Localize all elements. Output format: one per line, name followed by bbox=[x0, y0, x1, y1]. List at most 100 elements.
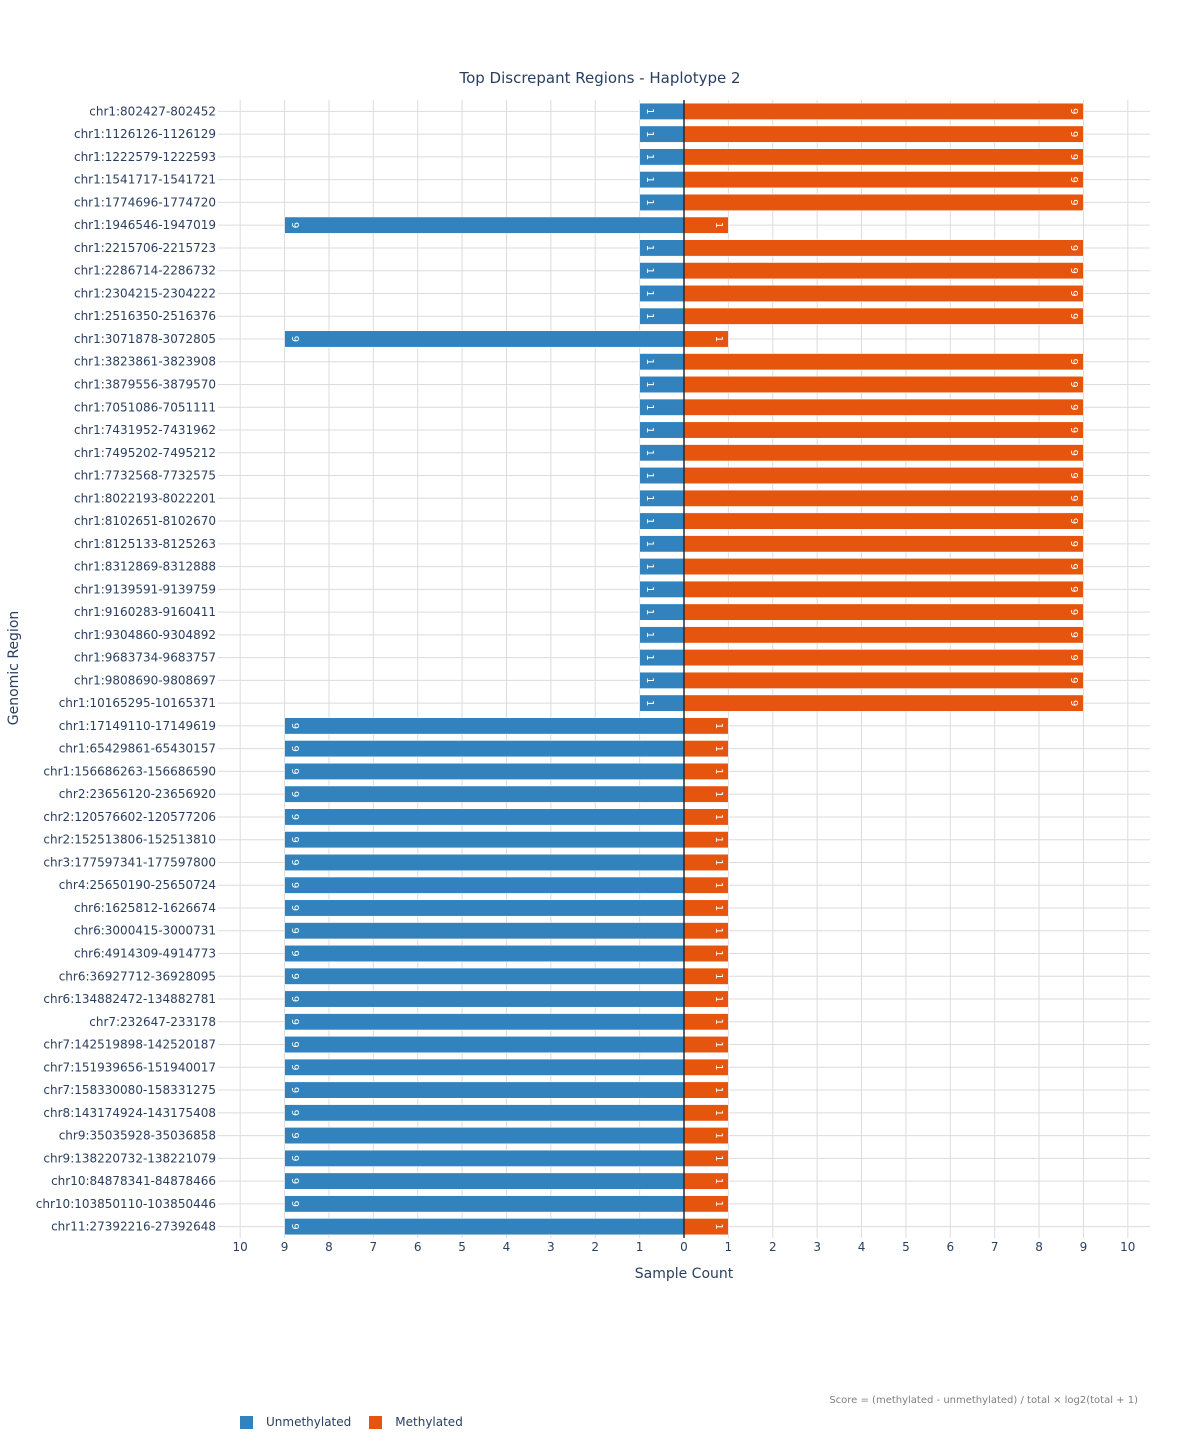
data-label-methylated: 9 bbox=[1068, 245, 1079, 251]
bar-methylated bbox=[683, 285, 1084, 302]
data-label-unmethylated: 1 bbox=[644, 654, 655, 660]
bar-unmethylated bbox=[284, 899, 685, 917]
y-tick-label: chr6:4914309-4914773 bbox=[74, 947, 216, 961]
bar-methylated bbox=[683, 512, 1084, 530]
data-label-methylated: 9 bbox=[1068, 563, 1079, 569]
x-tick-label: 4 bbox=[503, 1240, 511, 1254]
y-tick-label: chr1:8022193-8022201 bbox=[74, 491, 216, 505]
bar-methylated bbox=[683, 626, 1084, 644]
y-tick-label: chr1:1774696-1774720 bbox=[74, 195, 216, 209]
data-label-methylated: 1 bbox=[713, 1064, 724, 1070]
y-tick-label: chr1:3879556-3879570 bbox=[74, 378, 216, 392]
y-tick-label: chr1:2304215-2304222 bbox=[74, 286, 216, 300]
data-label-unmethylated: 9 bbox=[289, 745, 300, 751]
bar-unmethylated bbox=[284, 1058, 685, 1076]
bar-unmethylated bbox=[284, 990, 685, 1008]
data-label-unmethylated: 9 bbox=[289, 1087, 300, 1093]
data-label-unmethylated: 1 bbox=[644, 290, 655, 296]
data-label-unmethylated: 9 bbox=[289, 859, 300, 865]
y-tick-label: chr8:143174924-143175408 bbox=[43, 1106, 216, 1120]
y-tick-label: chr1:1946546-1947019 bbox=[74, 218, 216, 232]
x-tick-label: 1 bbox=[725, 1240, 733, 1254]
data-label-methylated: 9 bbox=[1068, 199, 1079, 205]
data-label-methylated: 9 bbox=[1068, 472, 1079, 478]
data-label-methylated: 9 bbox=[1068, 609, 1079, 615]
data-label-unmethylated: 9 bbox=[289, 950, 300, 956]
y-tick-label: chr1:1126126-1126129 bbox=[74, 127, 216, 141]
bar-methylated bbox=[683, 376, 1084, 393]
data-label-unmethylated: 9 bbox=[289, 837, 300, 843]
bars: 1 1 1 1 1 9 1 1 1 1 9 1 1 1 1 1 1 1 1 1 1 1 1 1 1 1 1 9 9 9 9 9 9 9 9 9 9 9 9 9… bbox=[284, 102, 1084, 1236]
legend-item-methylated[interactable]: Methylated bbox=[369, 1415, 463, 1429]
data-label-unmethylated: 9 bbox=[289, 973, 300, 979]
data-label-unmethylated: 1 bbox=[644, 609, 655, 615]
y-tick-label: chr1:7431952-7431962 bbox=[74, 423, 216, 437]
y-axis-title: Genomic Region bbox=[6, 611, 22, 726]
data-label-methylated: 9 bbox=[1068, 632, 1079, 638]
x-tick-label: 10 bbox=[1120, 1240, 1135, 1254]
y-tick-label: chr6:36927712-36928095 bbox=[59, 969, 216, 983]
bar-methylated bbox=[683, 694, 1084, 712]
data-label-methylated: 1 bbox=[713, 1155, 724, 1161]
data-label-unmethylated: 1 bbox=[644, 359, 655, 365]
y-tick-label: chr1:8312869-8312888 bbox=[74, 560, 216, 574]
data-label-unmethylated: 9 bbox=[289, 768, 300, 774]
bar-methylated bbox=[683, 489, 1084, 507]
data-label-unmethylated: 9 bbox=[289, 336, 300, 342]
bar-methylated bbox=[683, 239, 1084, 257]
y-tick-label: chr2:152513806-152513810 bbox=[43, 833, 216, 847]
bar-methylated bbox=[683, 558, 1084, 576]
legend-item-unmethylated[interactable]: Unmethylated bbox=[240, 1415, 351, 1429]
data-label-unmethylated: 9 bbox=[289, 928, 300, 934]
y-tick-label: chr1:2286714-2286732 bbox=[74, 264, 216, 278]
data-label-methylated: 1 bbox=[713, 791, 724, 797]
y-tick-label: chr7:151939656-151940017 bbox=[43, 1060, 216, 1074]
y-tick-label: chr7:142519898-142520187 bbox=[43, 1038, 216, 1052]
y-tick-label: chr1:1541717-1541721 bbox=[74, 173, 216, 187]
bar-unmethylated bbox=[284, 945, 685, 962]
x-tick-label: 5 bbox=[902, 1240, 910, 1254]
bar-methylated bbox=[683, 444, 1084, 462]
y-tick-label: chr1:1222579-1222593 bbox=[74, 150, 216, 164]
y-tick-label: chr1:9683734-9683757 bbox=[74, 651, 216, 665]
data-label-unmethylated: 9 bbox=[289, 1223, 300, 1229]
data-label-methylated: 1 bbox=[713, 1041, 724, 1047]
x-tick-label: 5 bbox=[458, 1240, 466, 1254]
y-tick-label: chr1:7051086-7051111 bbox=[74, 400, 216, 414]
y-tick-label: chr7:158330080-158331275 bbox=[43, 1083, 216, 1097]
y-tick-label: chr1:8125133-8125263 bbox=[74, 537, 216, 551]
x-tick-label: 2 bbox=[591, 1240, 599, 1254]
data-label-unmethylated: 1 bbox=[644, 518, 655, 524]
data-label-unmethylated: 9 bbox=[289, 791, 300, 797]
y-tick-label: chr2:120576602-120577206 bbox=[43, 810, 216, 824]
x-tick-label: 6 bbox=[414, 1240, 422, 1254]
data-label-unmethylated: 1 bbox=[644, 108, 655, 114]
data-label-methylated: 1 bbox=[713, 950, 724, 956]
data-label-methylated: 1 bbox=[713, 996, 724, 1002]
bar-unmethylated bbox=[284, 1172, 685, 1190]
y-tick-label: chr1:8102651-8102670 bbox=[74, 514, 216, 528]
data-label-methylated: 9 bbox=[1068, 290, 1079, 296]
data-label-unmethylated: 9 bbox=[289, 1178, 300, 1184]
legend-swatch-unmethylated bbox=[240, 1415, 253, 1429]
data-label-unmethylated: 9 bbox=[289, 1041, 300, 1047]
data-label-methylated: 1 bbox=[713, 905, 724, 911]
y-tick-label: chr10:103850110-103850446 bbox=[36, 1197, 216, 1211]
x-tick-label: 4 bbox=[858, 1240, 866, 1254]
x-tick-label: 10 bbox=[233, 1240, 248, 1254]
data-label-methylated: 1 bbox=[713, 837, 724, 843]
data-label-methylated: 9 bbox=[1068, 450, 1079, 456]
x-axis-ticks: 10 9 8 7 6 5 4 3 2 1 0 1 2 3 4 5 6 7 8 9 10 bbox=[233, 1240, 1136, 1254]
bar-methylated bbox=[683, 535, 1084, 553]
y-tick-label: chr1:156686263-156686590 bbox=[43, 764, 216, 778]
bar-unmethylated bbox=[284, 1149, 685, 1167]
data-label-methylated: 1 bbox=[713, 928, 724, 934]
data-label-methylated: 9 bbox=[1068, 108, 1079, 114]
score-footnote: Score = (methylated - unmethylated) / to… bbox=[829, 1395, 1138, 1406]
x-tick-label: 0 bbox=[680, 1240, 688, 1254]
x-tick-label: 2 bbox=[769, 1240, 777, 1254]
legend-label-methylated: Methylated bbox=[395, 1415, 463, 1429]
bar-methylated bbox=[683, 353, 1084, 371]
bar-methylated bbox=[683, 467, 1084, 484]
